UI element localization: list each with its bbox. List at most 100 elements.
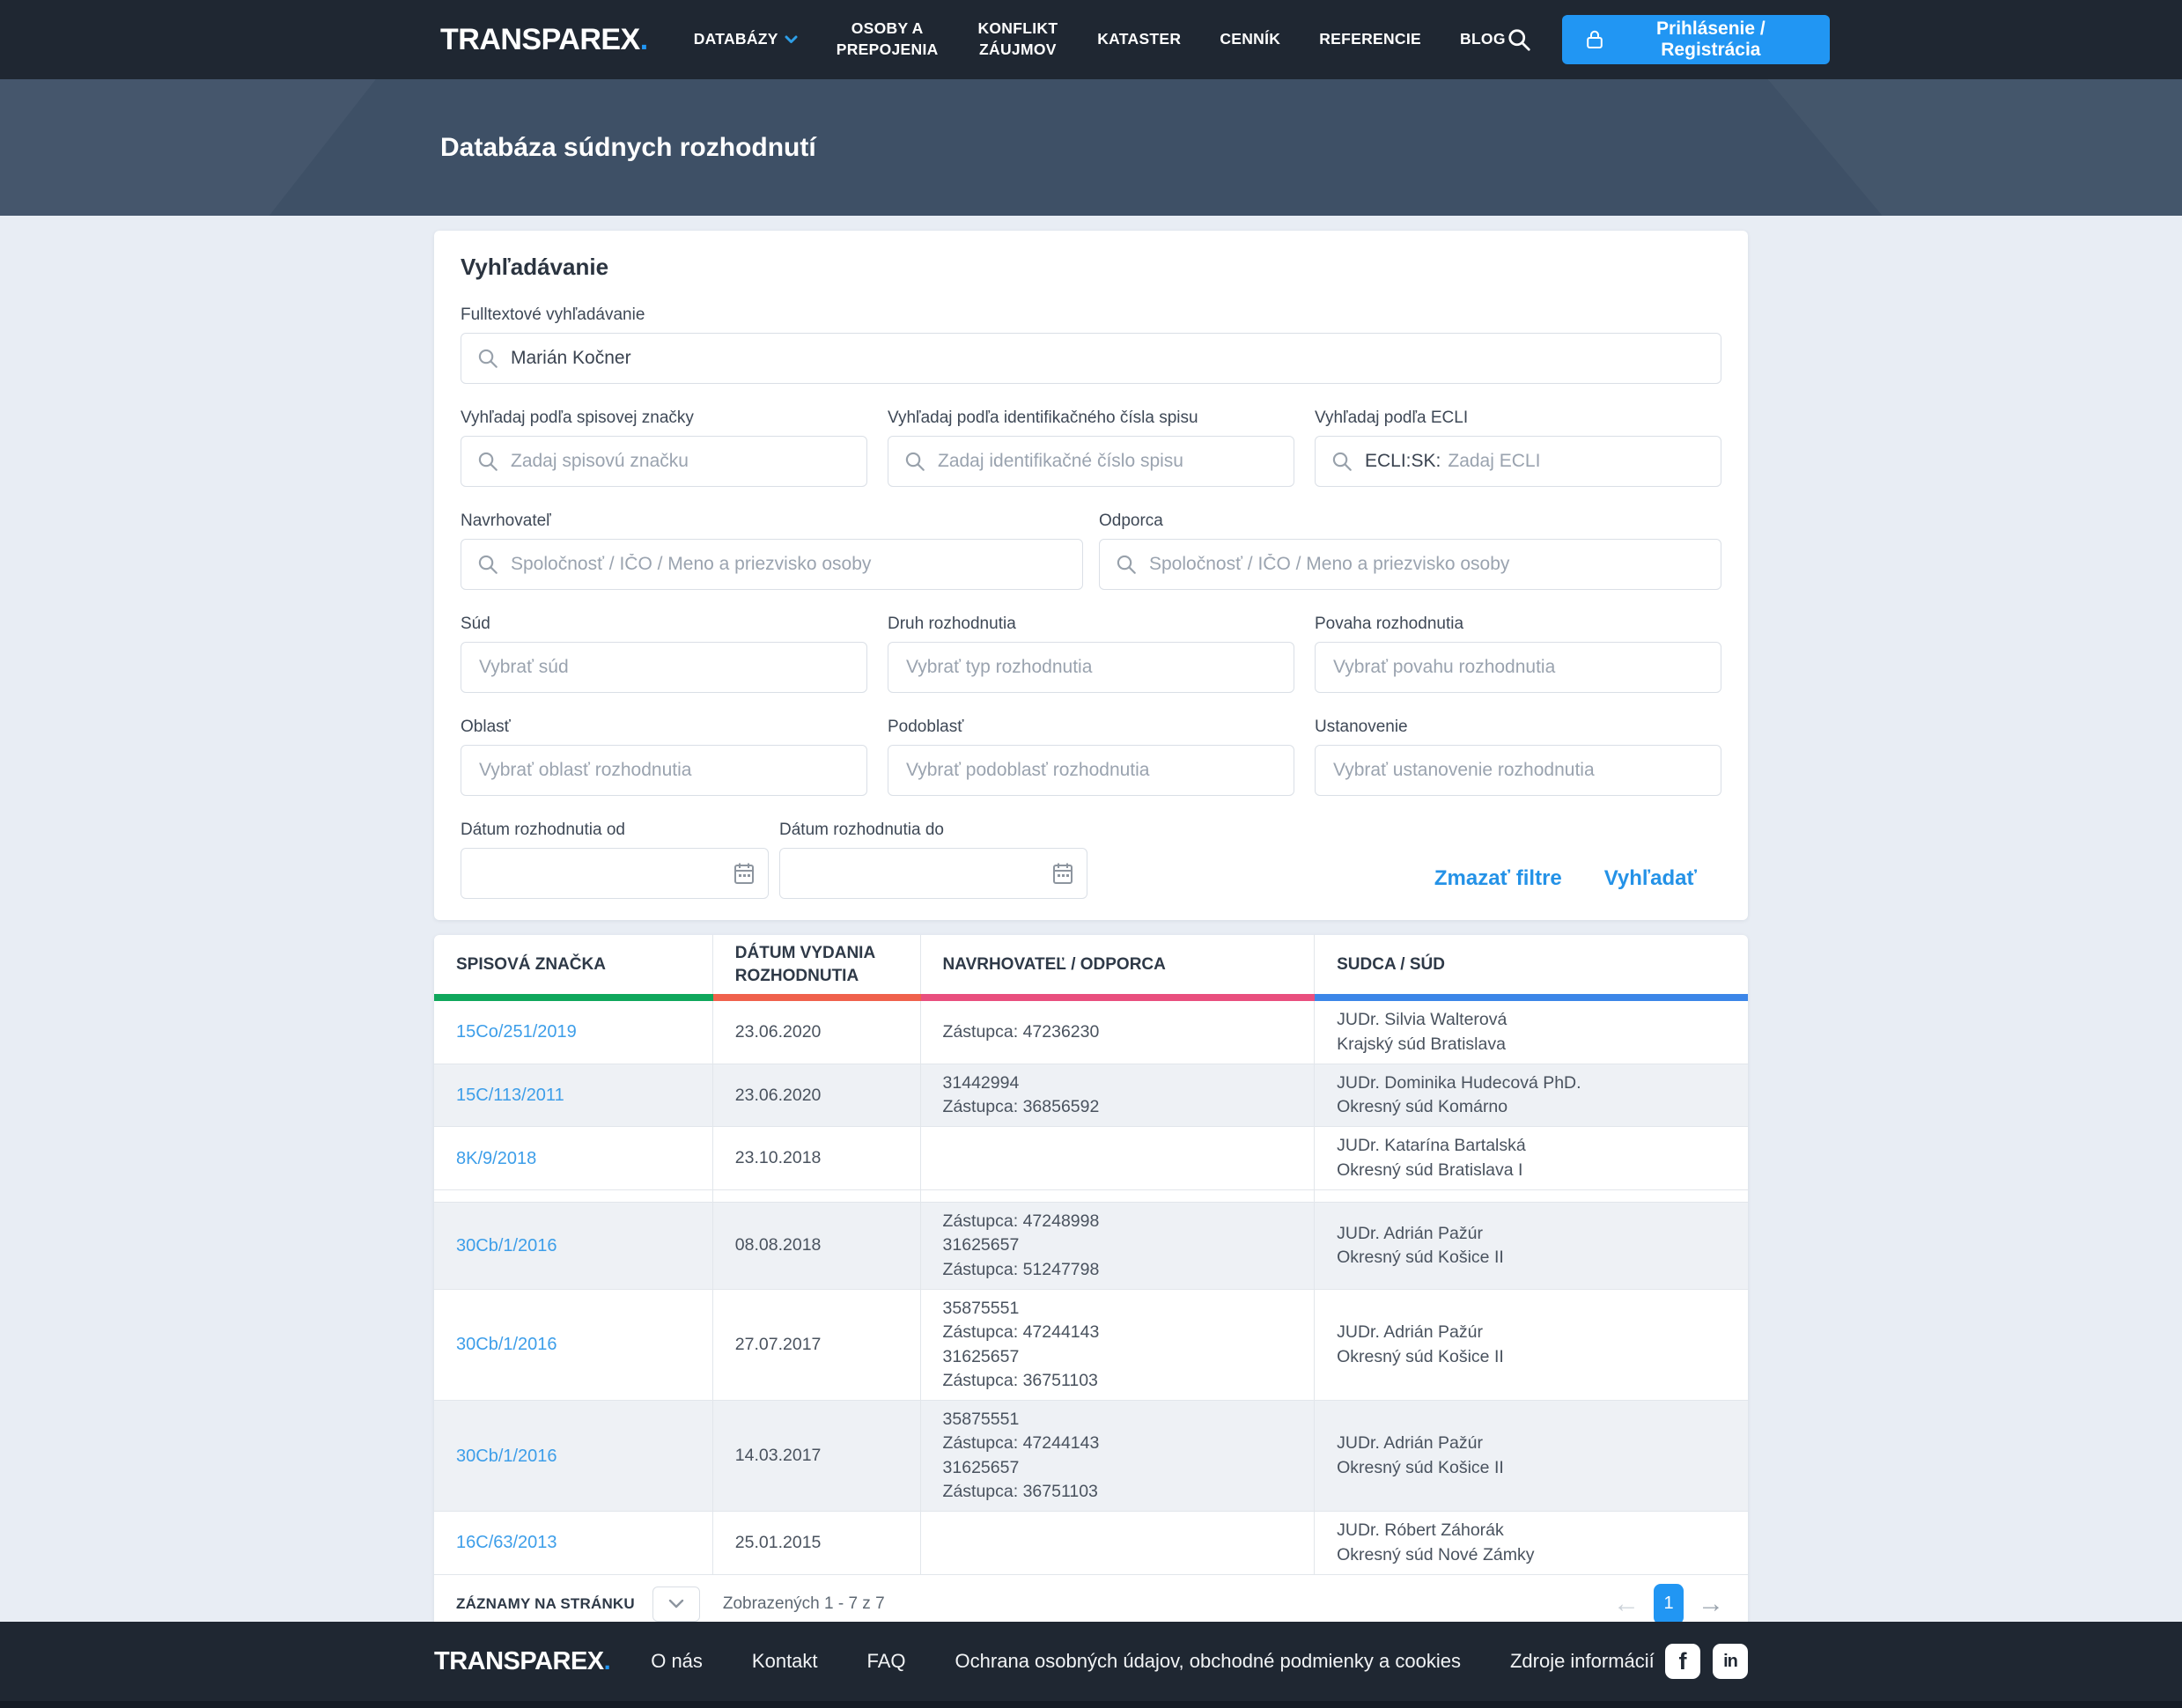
fulltext-input[interactable]: [461, 333, 1721, 384]
search-icon: [1331, 450, 1353, 473]
oblast-select[interactable]: [461, 745, 867, 796]
calendar-icon[interactable]: [1052, 862, 1073, 885]
main-nav: DATABÁZY OSOBY A PREPOJENIA KONFLIKT ZÁU…: [694, 18, 1506, 60]
judge-court-cell: JUDr. Dominika Hudecová PhD. Okresný súd …: [1314, 1064, 1748, 1128]
sud-select[interactable]: [461, 642, 867, 693]
spisova-input[interactable]: [461, 436, 867, 487]
ident-label: Vyhľadaj podľa identifikačného čísla spi…: [888, 409, 1198, 427]
nav-item[interactable]: OSOBY A PREPOJENIA: [837, 18, 939, 60]
calendar-icon[interactable]: [733, 862, 755, 885]
page-title: Databáza súdnych rozhodnutí: [440, 132, 816, 162]
nav-item-label: KONFLIKT ZÁUJMOV: [977, 19, 1058, 58]
nav-item-label: KATASTER: [1097, 30, 1182, 48]
datum-od-input[interactable]: [461, 848, 769, 899]
nav-item[interactable]: REFERENCIE: [1319, 29, 1421, 50]
nav-item[interactable]: KATASTER: [1097, 29, 1181, 50]
navrhovatel-label: Navrhovateľ: [461, 512, 551, 530]
odporca-input[interactable]: [1099, 539, 1721, 590]
nav-item-label: OSOBY A PREPOJENIA: [836, 19, 939, 58]
datum-do-input[interactable]: [779, 848, 1087, 899]
ecli-input[interactable]: ECLI:SK: Zadaj ECLI: [1315, 436, 1721, 487]
login-button[interactable]: Prihlásenie / Registrácia: [1561, 15, 1830, 64]
nav-item[interactable]: BLOG: [1460, 29, 1506, 50]
search-panel: Vyhľadávanie Fulltextové vyhľadávanie Vy…: [434, 231, 1748, 920]
per-page-label: ZÁZNAMY NA STRÁNKU: [456, 1594, 635, 1612]
case-number-link[interactable]: 30Cb/1/2016: [456, 1446, 557, 1466]
hero-decoration: [0, 79, 415, 216]
footer-link[interactable]: Ochrana osobných údajov, obchodné podmie…: [955, 1650, 1461, 1672]
case-number-link[interactable]: 15Co/251/2019: [456, 1022, 577, 1042]
column-header: NAVRHOVATEĽ / ODPORCA: [920, 935, 1316, 1002]
parties-cell: [920, 1126, 1316, 1191]
search-panel-title: Vyhľadávanie: [461, 254, 609, 280]
decision-date-cell: 27.07.2017: [712, 1289, 921, 1402]
search-icon[interactable]: [1506, 26, 1532, 53]
decision-date-cell: 23.06.2020: [712, 1064, 921, 1128]
court-filters-row: Súd Druh rozhodnutia Povaha rozhodnutia: [461, 615, 1721, 693]
nav-item[interactable]: KONFLIKT ZÁUJMOV: [977, 18, 1059, 60]
results-panel: SPISOVÁ ZNAČKA DÁTUM VYDANIA ROZHODNUTIA N…: [434, 935, 1748, 1622]
table-row: [434, 1189, 1748, 1204]
table-row: 30Cb/1/2016 14.03.2017 35875551 Zástupca:…: [434, 1400, 1748, 1513]
ecli-prefix: ECLI:SK:: [1365, 451, 1441, 471]
lock-icon: [1585, 29, 1604, 50]
search-icon: [903, 450, 926, 473]
per-page-select[interactable]: [652, 1586, 700, 1622]
spisova-label: Vyhľadaj podľa spisovej značky: [461, 409, 694, 427]
povaha-select[interactable]: [1315, 642, 1721, 693]
case-number-link[interactable]: 8K/9/2018: [456, 1148, 537, 1168]
decision-date-cell: [712, 1189, 921, 1204]
case-number-link[interactable]: 15C/113/2011: [456, 1086, 564, 1106]
podoblast-select[interactable]: [888, 745, 1294, 796]
column-header: DÁTUM VYDANIA ROZHODNUTIA: [712, 935, 921, 1002]
column-header: SUDCA / SÚD: [1314, 935, 1748, 1002]
main-content: Vyhľadávanie Fulltextové vyhľadávanie Vy…: [0, 216, 2182, 1622]
shown-range-text: Zobrazených 1 - 7 z 7: [722, 1594, 885, 1613]
search-icon: [476, 347, 499, 370]
judge-court-cell: JUDr. Adrián Pažúr Okresný súd Košice II: [1314, 1202, 1748, 1290]
table-row: 15C/113/2011 23.06.2020 31442994 Zástupca…: [434, 1064, 1748, 1128]
pagination-bar: ZÁZNAMY NA STRÁNKU Zobrazených 1 - 7 z 7…: [434, 1575, 1748, 1622]
ident-input[interactable]: [888, 436, 1294, 487]
ecli-label: Vyhľadaj podľa ECLI: [1315, 409, 1469, 427]
clear-filters-button[interactable]: Zmazať filtre: [1434, 866, 1562, 890]
decision-date-cell: 25.01.2015: [712, 1511, 921, 1575]
footer-link[interactable]: Kontakt: [751, 1650, 818, 1672]
footer-link[interactable]: O nás: [651, 1650, 703, 1672]
case-number-link[interactable]: 30Cb/1/2016: [456, 1335, 557, 1355]
area-filters-row: Oblasť Podoblasť Ustanovenie: [461, 718, 1721, 796]
facebook-icon[interactable]: f: [1665, 1644, 1700, 1679]
nav-item[interactable]: DATABÁZY: [694, 29, 798, 50]
ustanovenie-select[interactable]: [1315, 745, 1721, 796]
footer-links: O nás Kontakt FAQ Ochrana osobných údajo…: [651, 1650, 1655, 1673]
case-number-link[interactable]: 16C/63/2013: [456, 1533, 557, 1553]
podoblast-label: Podoblasť: [888, 718, 964, 736]
linkedin-icon[interactable]: in: [1713, 1644, 1748, 1679]
hero-banner: Databáza súdnych rozhodnutí: [0, 79, 2182, 216]
datum-do-label: Dátum rozhodnutia do: [779, 821, 944, 839]
footer-logo[interactable]: TRANSPAREX.: [434, 1646, 611, 1675]
navrhovatel-input[interactable]: [461, 539, 1083, 590]
druh-select[interactable]: [888, 642, 1294, 693]
nav-item-label: BLOG: [1460, 30, 1506, 48]
sud-label: Súd: [461, 615, 490, 633]
case-number-link[interactable]: 30Cb/1/2016: [456, 1235, 557, 1255]
chevron-down-icon: [668, 1599, 684, 1609]
footer-link[interactable]: Zdroje informácií: [1509, 1650, 1655, 1672]
search-icon: [476, 553, 499, 576]
odporca-label: Odporca: [1099, 512, 1163, 530]
chevron-down-icon: [785, 35, 798, 44]
search-button[interactable]: Vyhľadať: [1603, 866, 1697, 890]
top-navbar: TRANSPAREX. DATABÁZY OSOBY A PREPOJENIA …: [0, 0, 2182, 79]
logo[interactable]: TRANSPAREX.: [440, 22, 648, 56]
current-page-button[interactable]: 1: [1654, 1583, 1684, 1622]
judge-court-cell: JUDr. Adrián Pažúr Okresný súd Košice II: [1314, 1289, 1748, 1402]
next-page-arrow[interactable]: →: [1698, 1588, 1724, 1618]
fulltext-row: Fulltextové vyhľadávanie: [461, 306, 1721, 384]
table-row: 30Cb/1/2016 27.07.2017 35875551 Zástupca:…: [434, 1289, 1748, 1402]
nav-item[interactable]: CENNÍK: [1220, 29, 1280, 50]
prev-page-arrow[interactable]: ←: [1613, 1588, 1640, 1618]
footer-logo-dot: .: [603, 1646, 611, 1675]
footer-link[interactable]: FAQ: [866, 1650, 906, 1672]
